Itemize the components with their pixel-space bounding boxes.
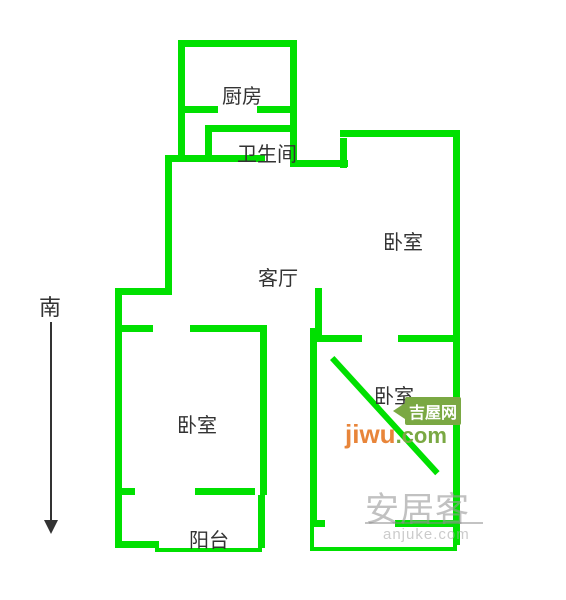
label-living: 客厅 (258, 262, 298, 291)
jiwu-logo-latin: jiwu.com (345, 419, 447, 450)
jiwu-logo-tri (393, 403, 405, 419)
wall-seg-22 (190, 325, 265, 332)
anjuke-watermark-latin: anjuke.com (383, 526, 470, 543)
wall-seg-4 (257, 106, 294, 113)
wall-seg-11 (165, 155, 212, 162)
wall-seg-36 (310, 520, 314, 550)
wall-seg-38 (310, 547, 457, 551)
label-balcony: 阳台 (189, 524, 229, 553)
anjuke-watermark-underline (365, 522, 483, 524)
wall-seg-29 (400, 335, 460, 342)
label-bathroom: 卫生间 (237, 138, 297, 167)
wall-seg-28 (310, 328, 317, 523)
label-bedroom-ne: 卧室 (383, 226, 423, 255)
wall-seg-25 (195, 488, 255, 495)
compass-arrow-line (50, 322, 52, 522)
wall-seg-16 (340, 130, 460, 137)
wall-seg-24 (120, 488, 135, 495)
compass-label: 南 (39, 290, 61, 322)
wall-seg-5 (205, 125, 297, 132)
wall-seg-13 (115, 288, 172, 295)
floorplan-canvas: 厨房卫生间卧室客厅卧室卧室阳台南吉屋网jiwu.com安居客anjuke.com (0, 0, 566, 600)
wall-seg-10 (340, 138, 347, 168)
wall-seg-3 (178, 106, 218, 113)
label-kitchen: 厨房 (222, 80, 262, 109)
wall-seg-19 (315, 335, 362, 342)
wall-seg-27 (115, 498, 122, 548)
compass-arrow-head (44, 520, 58, 534)
wall-seg-0 (180, 40, 295, 47)
wall-seg-17 (453, 130, 460, 345)
wall-seg-23 (260, 325, 267, 495)
wall-seg-21 (120, 325, 153, 332)
wall-seg-1 (178, 40, 185, 162)
label-bedroom-sw: 卧室 (177, 409, 217, 438)
wall-seg-12 (165, 155, 172, 295)
